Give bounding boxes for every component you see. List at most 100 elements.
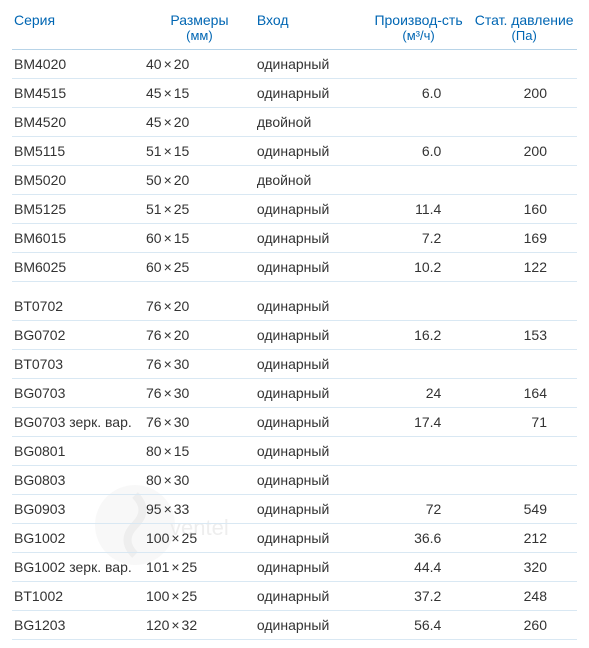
cell-series: BM4515	[12, 79, 144, 108]
cell-series: BT0702	[12, 292, 144, 321]
cell-pressure	[471, 349, 577, 378]
table-row: BG1203120×32одинарный56.4260	[12, 610, 577, 639]
header-entry-label: Вход	[257, 12, 289, 28]
cell-entry: одинарный	[255, 378, 366, 407]
cell-series: BG1002 зерк. вар.	[12, 552, 144, 581]
cell-entry: одинарный	[255, 552, 366, 581]
cell-pressure: 200	[471, 137, 577, 166]
header-dimensions-label: Размеры	[170, 12, 228, 28]
table-row: BM511551×15одинарный6.0200	[12, 137, 577, 166]
table-body: BM402040×20одинарныйBM451545×15одинарный…	[12, 50, 577, 640]
cell-performance: 16.2	[366, 320, 472, 349]
cell-performance: 11.4	[366, 195, 472, 224]
table-row: BG090395×33одинарный72549	[12, 494, 577, 523]
cell-pressure	[471, 108, 577, 137]
cell-entry: одинарный	[255, 253, 366, 282]
cell-performance: 44.4	[366, 552, 472, 581]
table-row: BG070376×30одинарный24164	[12, 378, 577, 407]
cell-dimensions: 100×25	[144, 523, 255, 552]
cell-series: BM5020	[12, 166, 144, 195]
cell-pressure	[471, 166, 577, 195]
cell-pressure: 320	[471, 552, 577, 581]
cell-entry: одинарный	[255, 407, 366, 436]
cell-performance: 7.2	[366, 224, 472, 253]
cell-performance: 72	[366, 494, 472, 523]
cell-series: BM4520	[12, 108, 144, 137]
table-row: BM402040×20одинарный	[12, 50, 577, 79]
cell-series: BM6015	[12, 224, 144, 253]
cell-pressure: 260	[471, 610, 577, 639]
cell-entry: одинарный	[255, 137, 366, 166]
cell-performance: 10.2	[366, 253, 472, 282]
cell-performance	[366, 465, 472, 494]
cell-performance	[366, 108, 472, 137]
table-row: BM452045×20двойной	[12, 108, 577, 137]
cell-dimensions: 95×33	[144, 494, 255, 523]
table-row: BM512551×25одинарный11.4160	[12, 195, 577, 224]
cell-entry: одинарный	[255, 195, 366, 224]
cell-dimensions: 51×25	[144, 195, 255, 224]
cell-entry: одинарный	[255, 494, 366, 523]
table-row: BG080380×30одинарный	[12, 465, 577, 494]
cell-dimensions: 51×15	[144, 137, 255, 166]
cell-series: BT1002	[12, 581, 144, 610]
cell-performance: 24	[366, 378, 472, 407]
table-row: BT070376×30одинарный	[12, 349, 577, 378]
table-row: BM451545×15одинарный6.0200	[12, 79, 577, 108]
cell-performance: 37.2	[366, 581, 472, 610]
cell-pressure	[471, 465, 577, 494]
cell-series: BT0703	[12, 349, 144, 378]
cell-dimensions: 76×20	[144, 292, 255, 321]
cell-entry: одинарный	[255, 610, 366, 639]
cell-pressure: 160	[471, 195, 577, 224]
cell-dimensions: 40×20	[144, 50, 255, 79]
cell-dimensions: 76×30	[144, 407, 255, 436]
cell-performance	[366, 349, 472, 378]
cell-series: BM5115	[12, 137, 144, 166]
cell-pressure: 169	[471, 224, 577, 253]
cell-pressure: 248	[471, 581, 577, 610]
header-entry: Вход	[255, 8, 366, 50]
cell-performance: 36.6	[366, 523, 472, 552]
cell-dimensions: 50×20	[144, 166, 255, 195]
cell-pressure	[471, 292, 577, 321]
cell-series: BG0803	[12, 465, 144, 494]
cell-entry: одинарный	[255, 224, 366, 253]
group-spacer	[12, 282, 577, 292]
header-performance-label: Производ-сть	[374, 12, 462, 28]
cell-series: BG0703	[12, 378, 144, 407]
cell-performance	[366, 436, 472, 465]
cell-dimensions: 45×20	[144, 108, 255, 137]
cell-dimensions: 120×32	[144, 610, 255, 639]
cell-dimensions: 100×25	[144, 581, 255, 610]
table-row: BG070276×20одинарный16.2153	[12, 320, 577, 349]
cell-entry: одинарный	[255, 50, 366, 79]
cell-series: BG0801	[12, 436, 144, 465]
cell-series: BG0703 зерк. вар.	[12, 407, 144, 436]
table-row: BT070276×20одинарный	[12, 292, 577, 321]
cell-pressure: 71	[471, 407, 577, 436]
cell-series: BG1203	[12, 610, 144, 639]
cell-series: BG1002	[12, 523, 144, 552]
cell-entry: одинарный	[255, 79, 366, 108]
table-row: BM601560×15одинарный7.2169	[12, 224, 577, 253]
cell-entry: одинарный	[255, 436, 366, 465]
cell-series: BM5125	[12, 195, 144, 224]
header-dimensions-unit: (мм)	[146, 28, 253, 43]
cell-performance: 17.4	[366, 407, 472, 436]
table-row: BM602560×25одинарный10.2122	[12, 253, 577, 282]
cell-dimensions: 60×15	[144, 224, 255, 253]
cell-entry: одинарный	[255, 349, 366, 378]
cell-dimensions: 76×30	[144, 378, 255, 407]
cell-entry: одинарный	[255, 292, 366, 321]
cell-series: BM4020	[12, 50, 144, 79]
cell-performance: 6.0	[366, 137, 472, 166]
cell-dimensions: 45×15	[144, 79, 255, 108]
cell-entry: двойной	[255, 108, 366, 137]
cell-series: BM6025	[12, 253, 144, 282]
cell-performance	[366, 292, 472, 321]
specs-table: Серия Размеры (мм) Вход Производ-сть (м³…	[12, 8, 577, 640]
cell-entry: одинарный	[255, 581, 366, 610]
header-performance-unit: (м³/ч)	[368, 28, 470, 43]
cell-performance: 6.0	[366, 79, 472, 108]
